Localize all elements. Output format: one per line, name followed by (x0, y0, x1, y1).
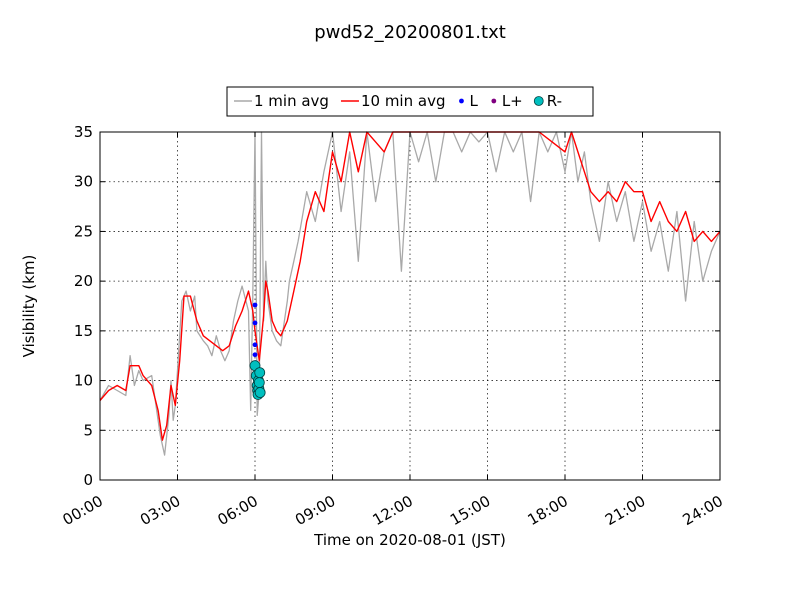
y-tick-label: 25 (74, 222, 93, 240)
series-line-1-min-avg (99, 131, 721, 456)
legend-swatch (459, 98, 464, 104)
point-l (252, 352, 258, 358)
x-tick-label: 15:00 (447, 492, 493, 529)
legend-label: 1 min avg (254, 92, 329, 110)
legend-swatch (533, 96, 544, 106)
legend-item-r-minus: R- (533, 92, 562, 110)
legend-item-1-min-avg: 1 min avg (234, 92, 329, 110)
point-l (252, 302, 258, 308)
y-tick-label: 20 (74, 272, 93, 290)
y-tick-label: 35 (74, 123, 93, 141)
legend-frame (226, 86, 594, 117)
y-tick-label: 15 (74, 322, 93, 340)
x-tick-label: 00:00 (60, 492, 106, 529)
legend: 1 min avg 10 min avg L L+ R- (226, 86, 594, 117)
x-axis-label: Time on 2020-08-01 (JST) (313, 531, 506, 549)
y-tick-label: 0 (83, 471, 93, 489)
legend-label: 10 min avg (361, 92, 446, 110)
chart-title: pwd52_20200801.txt (314, 22, 506, 43)
x-tick-label: 09:00 (292, 492, 338, 529)
y-tick-label: 30 (74, 173, 93, 191)
point-r-minus (254, 387, 266, 398)
x-tick-label: 12:00 (370, 492, 416, 529)
y-axis-label: Visibility (km) (20, 255, 38, 358)
x-tick-label: 21:00 (602, 492, 648, 529)
y-tick-label: 5 (83, 421, 93, 439)
series-line-10-min-avg (99, 131, 721, 441)
legend-item-l-plus: L+ (491, 92, 523, 110)
x-tick-label: 18:00 (525, 492, 571, 529)
point-r-minus (253, 377, 265, 388)
x-tick-label: 24:00 (680, 492, 726, 529)
point-r-minus (254, 367, 266, 379)
point-l (252, 320, 258, 326)
legend-label: R- (547, 92, 562, 110)
legend-item-l: L (459, 92, 478, 110)
x-tick-label: 06:00 (215, 492, 261, 529)
legend-item-10-min-avg: 10 min avg (340, 92, 446, 110)
legend-swatch (491, 98, 497, 104)
x-tick-label: 03:00 (137, 492, 183, 529)
y-tick-label: 10 (74, 372, 93, 390)
legend-label: L+ (502, 92, 523, 110)
point-l (252, 342, 258, 348)
legend-label: L (469, 92, 478, 110)
